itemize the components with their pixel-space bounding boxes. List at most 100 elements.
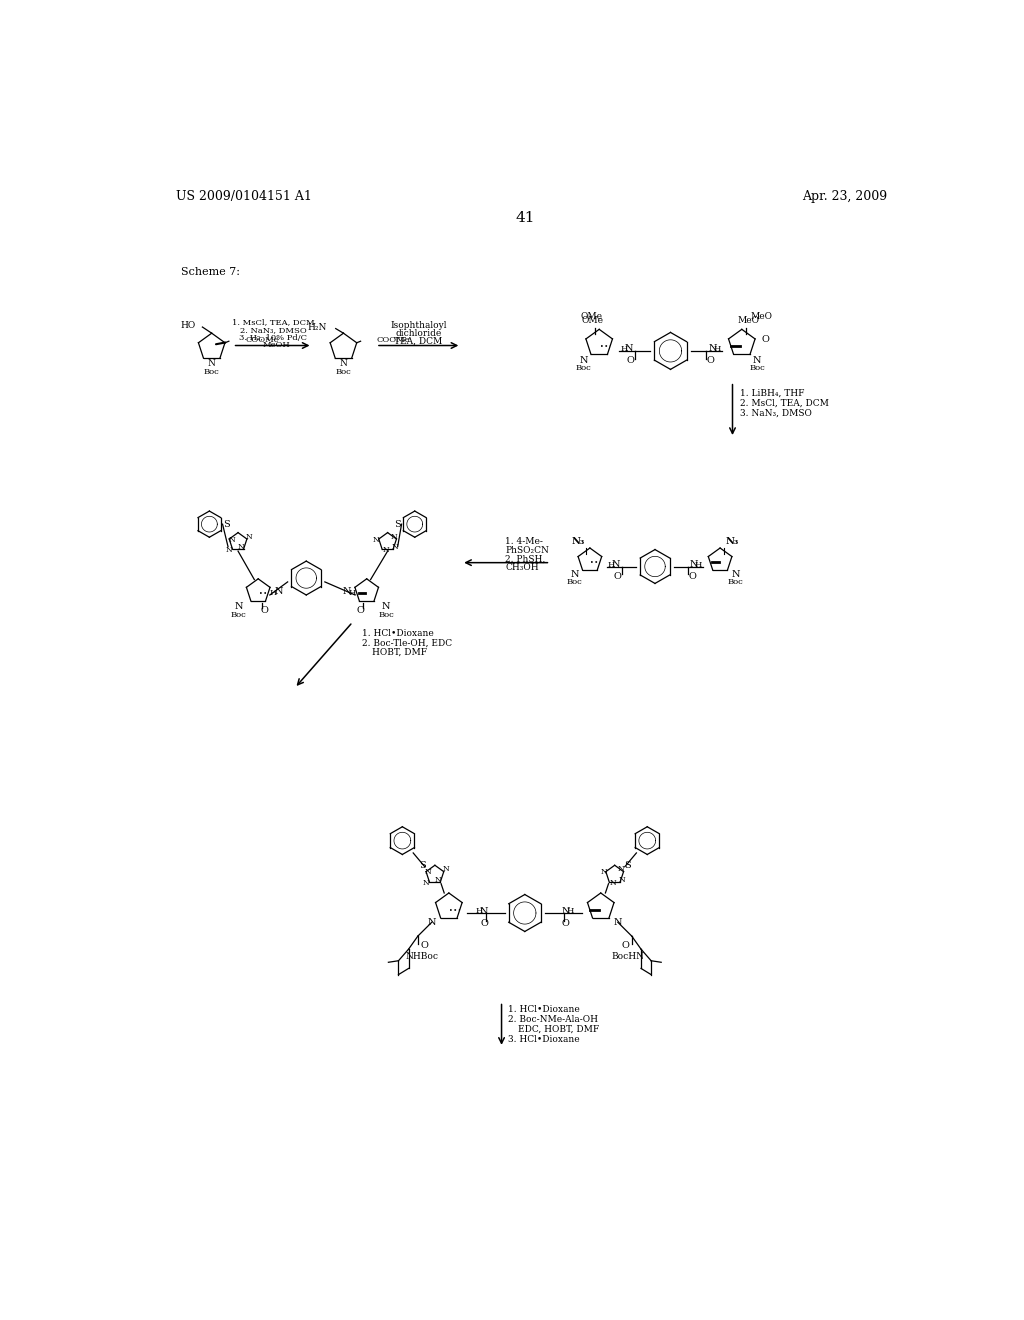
Text: S: S	[419, 861, 426, 870]
Text: OMe: OMe	[581, 312, 602, 321]
Text: N: N	[731, 570, 740, 578]
Text: O: O	[622, 941, 630, 950]
Text: NHBoc: NHBoc	[406, 953, 438, 961]
Text: N: N	[620, 875, 626, 883]
Text: Boc: Boc	[728, 578, 743, 586]
Text: 2. NaN₃, DMSO: 2. NaN₃, DMSO	[240, 326, 306, 334]
Text: Boc: Boc	[231, 611, 247, 619]
Text: N: N	[422, 879, 429, 887]
Text: dichloride: dichloride	[395, 329, 441, 338]
Text: N: N	[689, 561, 698, 569]
Text: N: N	[442, 866, 450, 874]
Text: N: N	[228, 536, 234, 544]
Text: 3. H₂, 10% Pd/C: 3. H₂, 10% Pd/C	[239, 334, 307, 342]
Text: MeOH: MeOH	[263, 341, 291, 348]
Text: 1. HCl•Dioxane: 1. HCl•Dioxane	[362, 630, 434, 638]
Text: N₃: N₃	[571, 537, 585, 545]
Text: S: S	[223, 520, 229, 529]
Text: N: N	[561, 907, 570, 916]
Text: BocHN: BocHN	[611, 953, 644, 961]
Text: N: N	[274, 586, 283, 595]
Text: Apr. 23, 2009: Apr. 23, 2009	[802, 190, 888, 203]
Text: COOMe: COOMe	[377, 335, 411, 343]
Text: CH₃OH: CH₃OH	[506, 562, 539, 572]
Text: O: O	[356, 606, 365, 615]
Text: O: O	[613, 572, 622, 581]
Text: 3. HCl•Dioxane: 3. HCl•Dioxane	[508, 1035, 580, 1044]
Text: N: N	[709, 345, 718, 352]
Text: S: S	[394, 520, 401, 529]
Text: HOBT, DMF: HOBT, DMF	[372, 648, 427, 656]
Text: N: N	[609, 879, 616, 887]
Text: 3. NaN₃, DMSO: 3. NaN₃, DMSO	[740, 409, 812, 417]
Text: N: N	[580, 355, 588, 364]
Text: H: H	[567, 907, 574, 916]
Text: N₃: N₃	[725, 537, 738, 545]
Text: Scheme 7:: Scheme 7:	[180, 268, 240, 277]
Text: 1. 4-Me-: 1. 4-Me-	[506, 537, 544, 546]
Text: EDC, HOBT, DMF: EDC, HOBT, DMF	[518, 1024, 599, 1034]
Text: N: N	[612, 561, 621, 569]
Text: N: N	[340, 359, 347, 368]
Text: O: O	[627, 356, 634, 366]
Text: Boc: Boc	[378, 611, 394, 619]
Text: 1. LiBH₄, THF: 1. LiBH₄, THF	[740, 389, 805, 397]
Text: O: O	[561, 919, 569, 928]
Text: N: N	[342, 586, 351, 595]
Text: N: N	[382, 602, 390, 611]
Text: COOMe: COOMe	[245, 335, 279, 343]
Text: 2. PhSH,: 2. PhSH,	[506, 554, 546, 564]
Text: O: O	[688, 572, 696, 581]
Text: Boc: Boc	[750, 364, 765, 372]
Text: N: N	[479, 907, 488, 916]
Text: N: N	[392, 543, 398, 550]
Text: Boc: Boc	[575, 364, 592, 372]
Text: N: N	[570, 570, 579, 578]
Text: O: O	[707, 356, 715, 366]
Text: TEA, DCM: TEA, DCM	[394, 337, 442, 346]
Text: 2. Boc-Tle-OH, EDC: 2. Boc-Tle-OH, EDC	[362, 639, 453, 647]
Text: N: N	[238, 543, 245, 550]
Text: N: N	[246, 533, 253, 541]
Text: MeO: MeO	[751, 312, 772, 321]
Text: N: N	[434, 875, 441, 883]
Text: PhSO₂CN: PhSO₂CN	[506, 546, 549, 554]
Text: 2. MsCl, TEA, DCM: 2. MsCl, TEA, DCM	[740, 399, 829, 408]
Text: N: N	[391, 533, 397, 541]
Text: H: H	[621, 345, 628, 352]
Text: Boc: Boc	[336, 368, 351, 376]
Text: N: N	[373, 536, 380, 544]
Text: N: N	[428, 917, 436, 927]
Text: N: N	[425, 869, 432, 876]
Text: O: O	[260, 606, 268, 615]
Text: N: N	[613, 917, 622, 927]
Text: HO: HO	[181, 321, 197, 330]
Text: H: H	[608, 561, 615, 569]
Text: Isophthaloyl: Isophthaloyl	[390, 321, 446, 330]
Text: 2. Boc-NMe-Ala-OH: 2. Boc-NMe-Ala-OH	[508, 1015, 598, 1024]
Text: O: O	[420, 941, 428, 950]
Text: US 2009/0104151 A1: US 2009/0104151 A1	[176, 190, 312, 203]
Text: N: N	[383, 546, 389, 554]
Text: MeO: MeO	[737, 315, 759, 325]
Text: N: N	[625, 345, 633, 352]
Text: N: N	[234, 602, 243, 611]
Text: H: H	[269, 589, 276, 597]
Text: O: O	[761, 335, 769, 343]
Text: Boc: Boc	[566, 578, 583, 586]
Text: N: N	[208, 359, 216, 368]
Text: N: N	[617, 866, 625, 874]
Text: OMe: OMe	[582, 315, 604, 325]
Text: O: O	[480, 919, 488, 928]
Text: 1. HCl•Dioxane: 1. HCl•Dioxane	[508, 1005, 580, 1014]
Text: H: H	[714, 345, 721, 352]
Text: H₂N: H₂N	[307, 322, 327, 331]
Text: 1. MsCl, TEA, DCM: 1. MsCl, TEA, DCM	[231, 318, 314, 326]
Text: S: S	[624, 861, 631, 870]
Text: Boc: Boc	[204, 368, 219, 376]
Text: H: H	[348, 589, 355, 597]
Text: 41: 41	[515, 211, 535, 226]
Text: H: H	[694, 561, 702, 569]
Text: H: H	[475, 907, 482, 916]
Text: N: N	[225, 546, 232, 554]
